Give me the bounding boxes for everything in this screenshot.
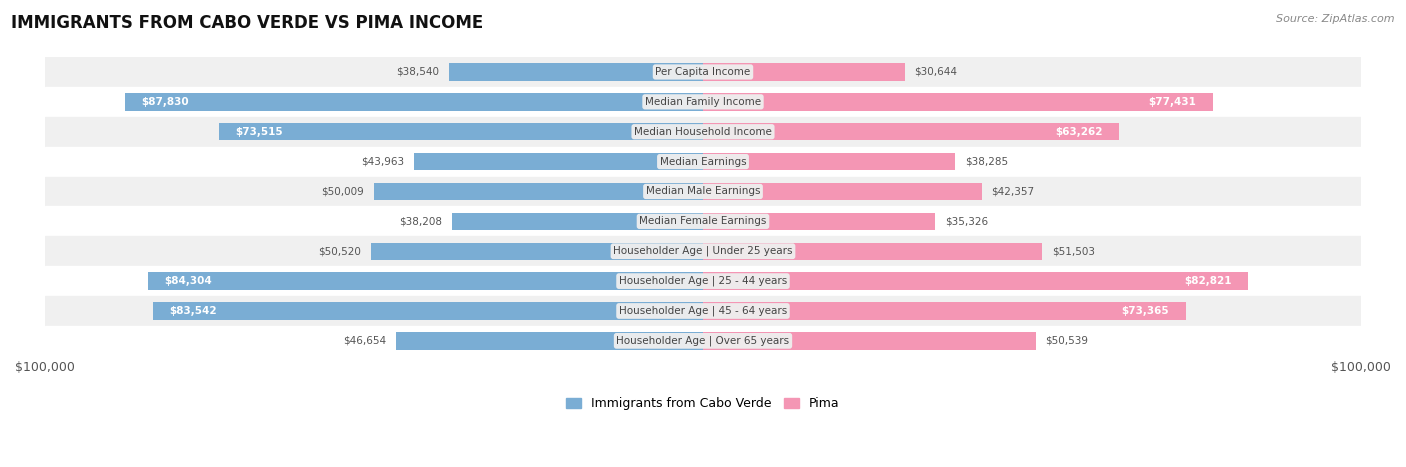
- Text: $50,539: $50,539: [1046, 336, 1088, 346]
- Bar: [374, 183, 703, 200]
- Text: $83,542: $83,542: [170, 306, 218, 316]
- Text: $43,963: $43,963: [361, 156, 404, 167]
- Text: $42,357: $42,357: [991, 186, 1035, 197]
- Text: $38,208: $38,208: [399, 216, 441, 226]
- Bar: [450, 64, 703, 81]
- Text: $87,830: $87,830: [142, 97, 188, 107]
- Bar: [703, 332, 1036, 349]
- Text: $50,009: $50,009: [322, 186, 364, 197]
- Text: $38,285: $38,285: [965, 156, 1008, 167]
- Bar: [703, 242, 1042, 260]
- Text: Householder Age | Over 65 years: Householder Age | Over 65 years: [616, 336, 790, 346]
- Text: $51,503: $51,503: [1052, 246, 1095, 256]
- Bar: [45, 206, 1361, 236]
- Bar: [703, 183, 981, 200]
- Bar: [45, 57, 1361, 87]
- Bar: [45, 177, 1361, 206]
- Bar: [413, 153, 703, 170]
- Text: $63,262: $63,262: [1056, 127, 1102, 137]
- Text: $82,821: $82,821: [1184, 276, 1232, 286]
- Text: $38,540: $38,540: [396, 67, 440, 77]
- Bar: [45, 266, 1361, 296]
- Text: Median Family Income: Median Family Income: [645, 97, 761, 107]
- Text: $73,515: $73,515: [236, 127, 283, 137]
- Text: Householder Age | 45 - 64 years: Householder Age | 45 - 64 years: [619, 306, 787, 316]
- Text: Per Capita Income: Per Capita Income: [655, 67, 751, 77]
- Text: $77,431: $77,431: [1149, 97, 1197, 107]
- Bar: [703, 64, 904, 81]
- Text: Median Household Income: Median Household Income: [634, 127, 772, 137]
- Legend: Immigrants from Cabo Verde, Pima: Immigrants from Cabo Verde, Pima: [561, 392, 845, 415]
- Bar: [45, 87, 1361, 117]
- Text: Householder Age | Under 25 years: Householder Age | Under 25 years: [613, 246, 793, 256]
- Bar: [703, 212, 935, 230]
- Text: $50,520: $50,520: [318, 246, 361, 256]
- Bar: [703, 272, 1249, 290]
- Text: Source: ZipAtlas.com: Source: ZipAtlas.com: [1277, 14, 1395, 24]
- Bar: [371, 242, 703, 260]
- Bar: [219, 123, 703, 141]
- Bar: [45, 147, 1361, 177]
- Text: IMMIGRANTS FROM CABO VERDE VS PIMA INCOME: IMMIGRANTS FROM CABO VERDE VS PIMA INCOM…: [11, 14, 484, 32]
- Text: Median Earnings: Median Earnings: [659, 156, 747, 167]
- Bar: [45, 296, 1361, 326]
- Text: $46,654: $46,654: [343, 336, 387, 346]
- Bar: [703, 302, 1185, 319]
- Text: Householder Age | 25 - 44 years: Householder Age | 25 - 44 years: [619, 276, 787, 286]
- Bar: [45, 236, 1361, 266]
- Text: $35,326: $35,326: [945, 216, 988, 226]
- Text: $84,304: $84,304: [165, 276, 212, 286]
- Text: Median Female Earnings: Median Female Earnings: [640, 216, 766, 226]
- Bar: [45, 326, 1361, 356]
- Bar: [148, 272, 703, 290]
- Text: $30,644: $30,644: [914, 67, 957, 77]
- Bar: [451, 212, 703, 230]
- Bar: [703, 153, 955, 170]
- Text: $73,365: $73,365: [1122, 306, 1170, 316]
- Bar: [125, 93, 703, 111]
- Bar: [153, 302, 703, 319]
- Text: Median Male Earnings: Median Male Earnings: [645, 186, 761, 197]
- Bar: [45, 117, 1361, 147]
- Bar: [703, 123, 1119, 141]
- Bar: [396, 332, 703, 349]
- Bar: [703, 93, 1212, 111]
